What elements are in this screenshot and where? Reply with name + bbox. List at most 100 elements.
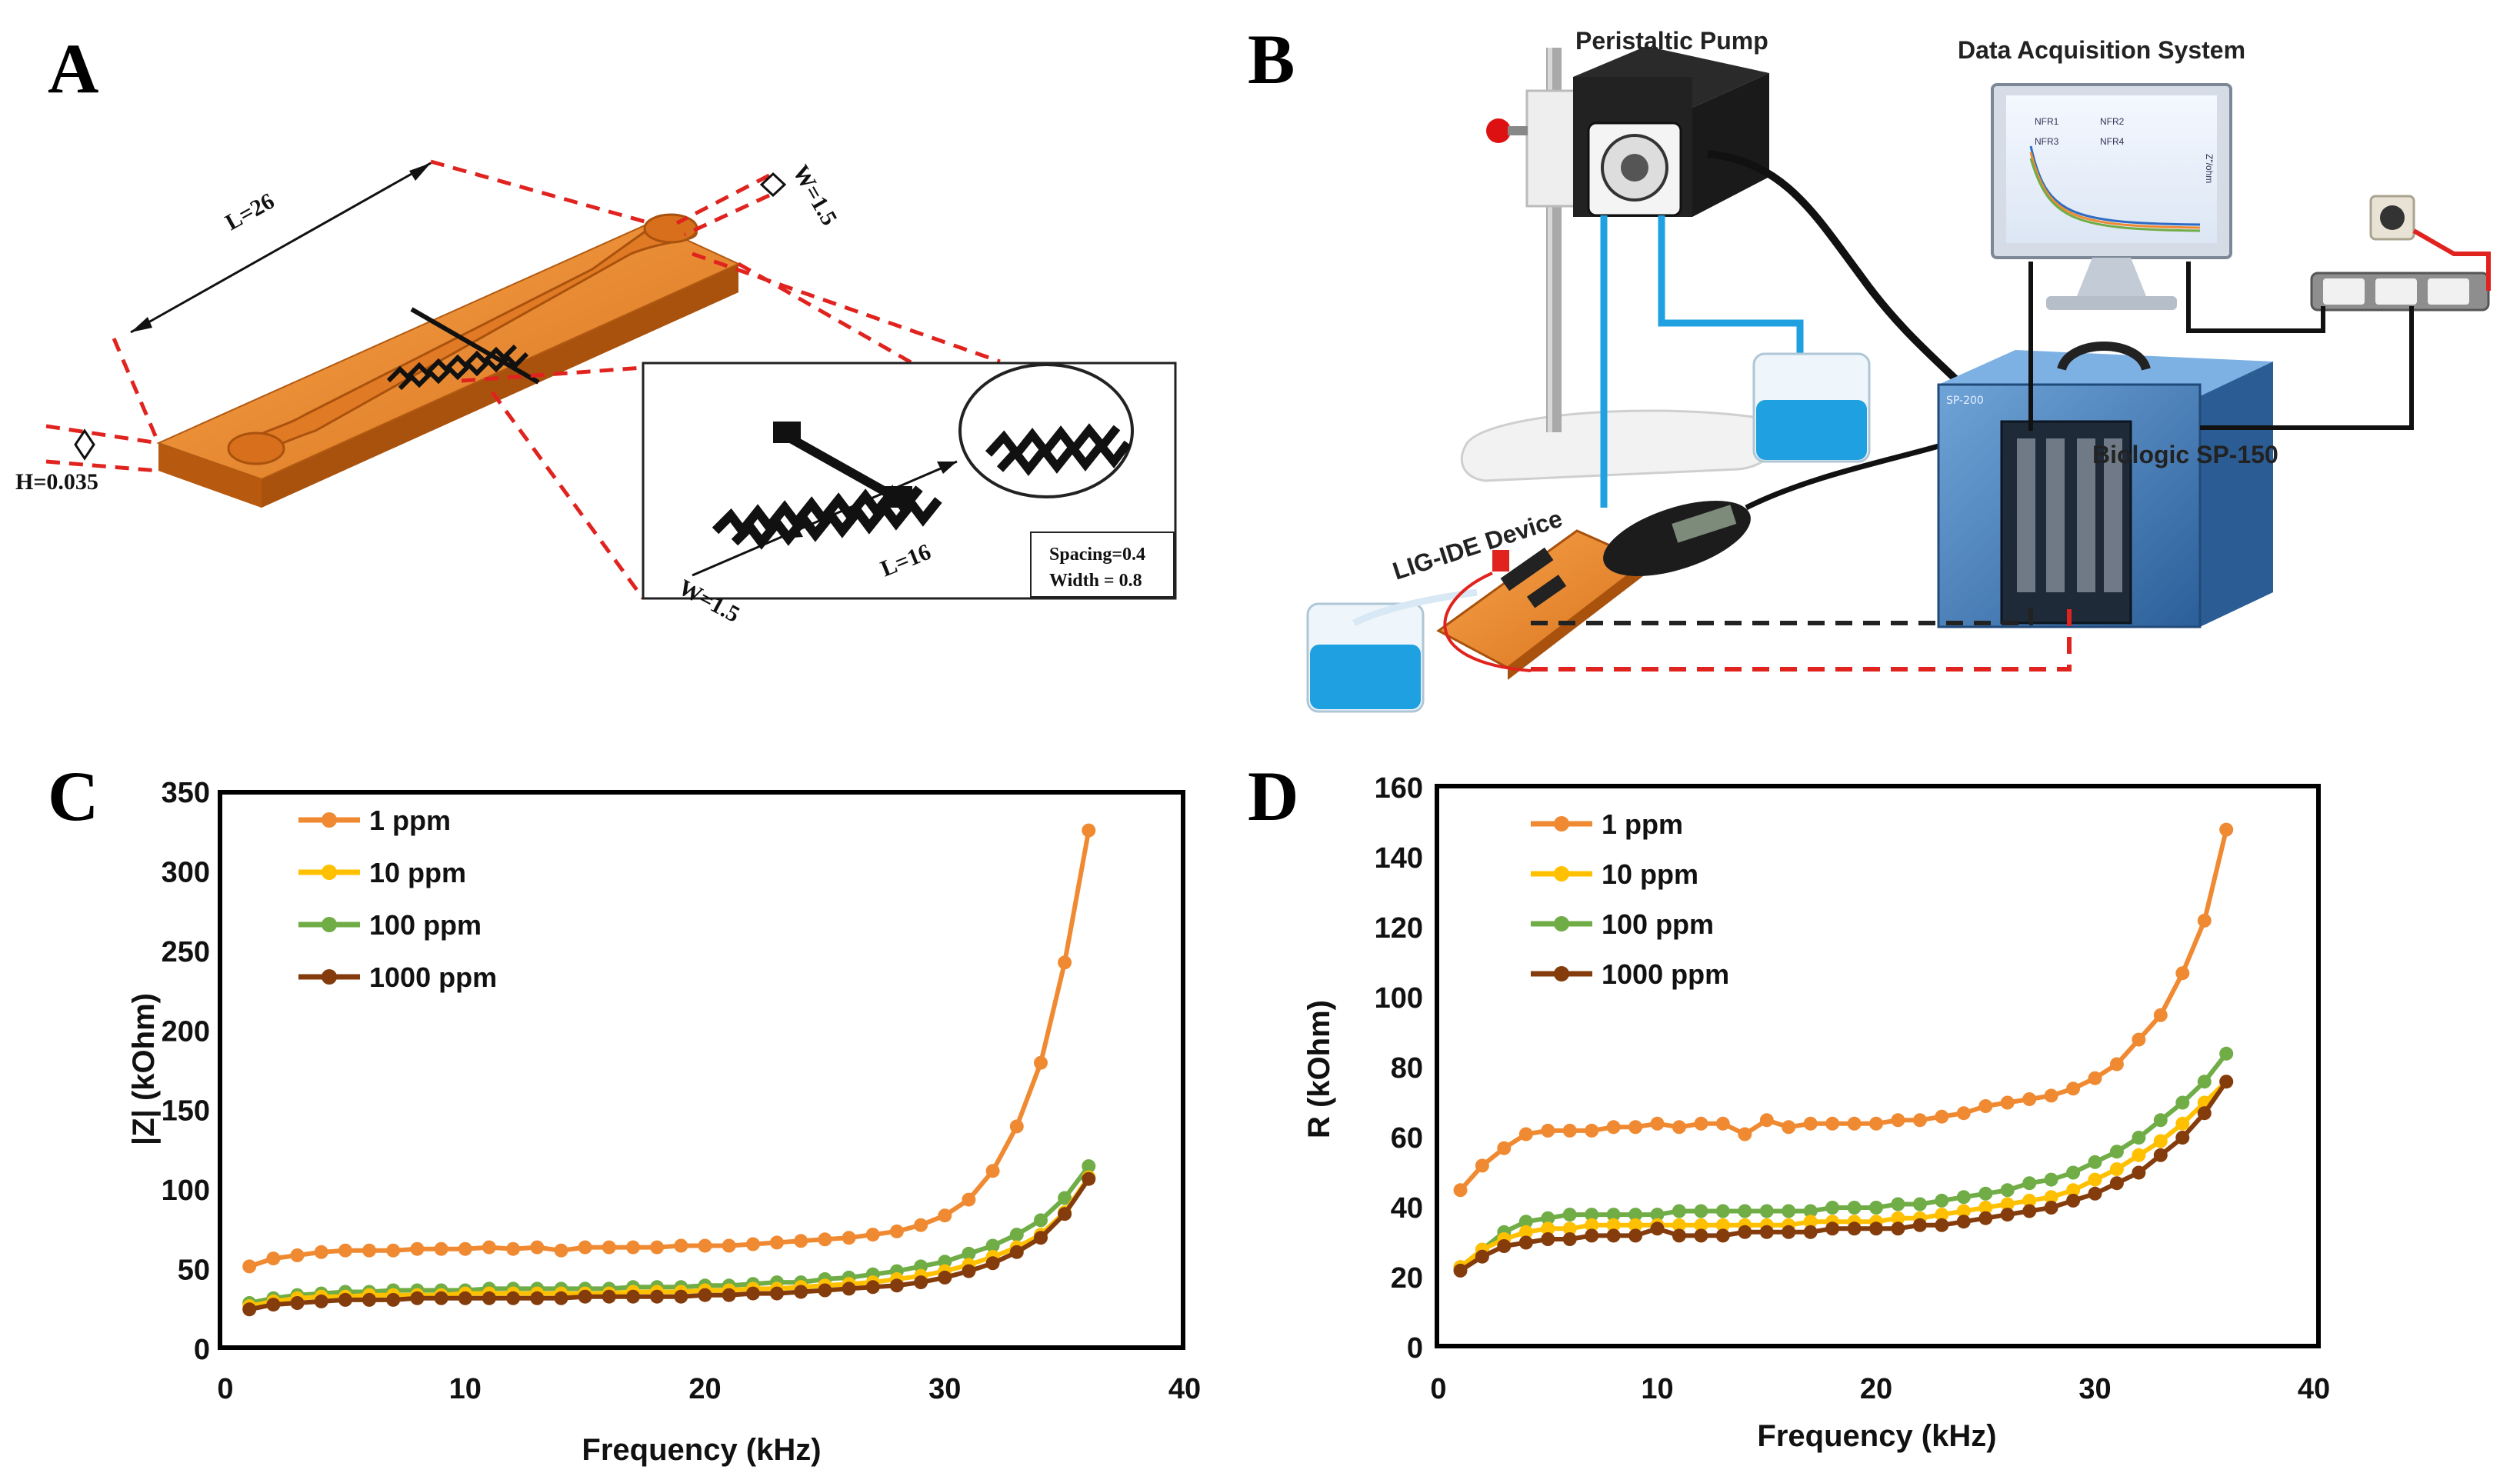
point-1-ppm-25 <box>842 1231 856 1245</box>
point-10-ppm-24 <box>1978 1201 1993 1215</box>
point-1-ppm-16 <box>1803 1116 1818 1131</box>
point-1-ppm-32 <box>1009 1119 1024 1134</box>
point-100-ppm-13 <box>1738 1204 1752 1218</box>
point-100-ppm-35 <box>1082 1159 1096 1174</box>
point-100-ppm-22 <box>1935 1193 1949 1208</box>
point-1-ppm-8 <box>1628 1120 1643 1135</box>
point-1-ppm-33 <box>1034 1055 1048 1070</box>
legend-marker-1-ppm <box>1554 816 1569 831</box>
point-100-ppm-34 <box>2197 1075 2212 1089</box>
beaker-right <box>1752 352 1871 463</box>
point-1000-ppm-12 <box>530 1291 545 1305</box>
point-1-ppm-34 <box>1058 955 1072 970</box>
point-1-ppm-3 <box>1518 1127 1533 1141</box>
legend-label-1-ppm: 1 ppm <box>1602 808 1683 840</box>
point-1-ppm-22 <box>770 1235 784 1250</box>
y-tick-d-2: 40 <box>1391 1192 1423 1225</box>
legend-marker-1-ppm <box>322 812 337 828</box>
point-1-ppm-35 <box>2219 822 2234 837</box>
point-10-ppm-4 <box>1541 1221 1555 1236</box>
monitor: NFR1 NFR2 NFR3 NFR4 Z"/ohm <box>1991 83 2232 310</box>
length-arrow <box>130 162 432 334</box>
series-line-1-ppm <box>1458 828 2229 1192</box>
point-1000-ppm-34 <box>2197 1106 2212 1121</box>
panel-label-a: A <box>48 29 98 108</box>
point-1000-ppm-5 <box>362 1292 376 1307</box>
y-axis-title-c: |Z| (kOhm) <box>127 993 161 1145</box>
point-1-ppm-1 <box>1475 1158 1489 1173</box>
point-1-ppm-17 <box>1825 1116 1840 1131</box>
point-1-ppm-6 <box>1585 1123 1599 1138</box>
point-100-ppm-29 <box>2088 1155 2102 1169</box>
point-100-ppm-17 <box>1825 1201 1840 1215</box>
point-100-ppm-28 <box>2066 1165 2081 1180</box>
point-1000-ppm-9 <box>1650 1221 1665 1236</box>
point-1000-ppm-20 <box>722 1288 736 1302</box>
point-1000-ppm-10 <box>482 1291 496 1305</box>
sensor-board <box>156 213 741 508</box>
legend-marker-1000-ppm <box>1554 966 1569 981</box>
point-1000-ppm-14 <box>1759 1225 1774 1239</box>
point-100-ppm-28 <box>914 1259 928 1274</box>
point-1000-ppm-18 <box>674 1289 688 1304</box>
point-1-ppm-31 <box>2132 1032 2146 1047</box>
legend-label-10-ppm: 10 ppm <box>1602 858 1698 890</box>
x-tick-d-3: 30 <box>2078 1373 2111 1405</box>
point-1000-ppm-31 <box>985 1256 1000 1271</box>
point-1-ppm-15 <box>602 1240 616 1255</box>
point-1000-ppm-13 <box>554 1291 568 1305</box>
point-1000-ppm-2 <box>1497 1239 1512 1253</box>
point-1-ppm-4 <box>338 1243 352 1258</box>
point-100-ppm-8 <box>1628 1208 1643 1222</box>
point-100-ppm-24 <box>1978 1186 1993 1201</box>
legend-label-1-ppm: 1 ppm <box>369 805 451 836</box>
point-10-ppm-28 <box>2066 1183 2081 1198</box>
point-1000-ppm-8 <box>1628 1228 1643 1243</box>
point-1000-ppm-31 <box>2132 1165 2146 1180</box>
point-1-ppm-30 <box>962 1192 976 1207</box>
point-1000-ppm-10 <box>1672 1228 1686 1243</box>
point-1000-ppm-26 <box>865 1280 880 1295</box>
point-100-ppm-35 <box>2219 1046 2234 1061</box>
peristaltic-pump <box>1573 46 1972 395</box>
dim-length: L=26 <box>221 188 278 235</box>
point-1000-ppm-26 <box>2022 1204 2037 1218</box>
point-10-ppm-33 <box>2175 1116 2190 1131</box>
point-1000-ppm-4 <box>1541 1232 1555 1246</box>
point-1-ppm-28 <box>914 1218 928 1232</box>
point-1000-ppm-11 <box>1694 1228 1708 1243</box>
point-100-ppm-34 <box>1058 1191 1072 1205</box>
point-1-ppm-13 <box>1738 1127 1752 1141</box>
usb-reader <box>1603 443 1939 577</box>
point-10-ppm-10 <box>1672 1218 1686 1232</box>
legend-marker-10-ppm <box>322 865 337 880</box>
point-100-ppm-32 <box>2153 1113 2168 1128</box>
point-1-ppm-22 <box>1935 1109 1949 1124</box>
point-1000-ppm-12 <box>1715 1228 1730 1243</box>
point-100-ppm-7 <box>1606 1208 1621 1222</box>
x-tick-d-4: 40 <box>2298 1373 2330 1405</box>
series-line-100-ppm <box>248 1165 1091 1305</box>
point-1000-ppm-27 <box>2044 1201 2058 1215</box>
cables <box>1443 262 2414 672</box>
legend-marker-100-ppm <box>1554 916 1569 931</box>
point-1000-ppm-5 <box>1562 1232 1577 1246</box>
point-1000-ppm-34 <box>1058 1207 1072 1221</box>
chart-d: 0 20 40 60 80 100 120 140 160 0 10 20 30 40 1 ppm 10 pp… <box>1375 772 2331 1405</box>
y-tick-c-0: 0 <box>194 1334 210 1366</box>
x-axis-title-d: Frequency (kHz) <box>1757 1419 1996 1453</box>
point-100-ppm-31 <box>2132 1131 2146 1145</box>
point-10-ppm-11 <box>1694 1218 1708 1232</box>
point-100-ppm-12 <box>1715 1204 1730 1218</box>
point-1000-ppm-27 <box>889 1278 904 1293</box>
point-1-ppm-32 <box>2153 1008 2168 1022</box>
point-1-ppm-23 <box>794 1234 808 1248</box>
x-tick-c-2: 20 <box>688 1373 721 1405</box>
point-100-ppm-18 <box>1847 1201 1862 1215</box>
point-1000-ppm-19 <box>698 1288 712 1302</box>
x-tick-d-2: 20 <box>1860 1373 1892 1405</box>
point-100-ppm-6 <box>1585 1208 1599 1222</box>
point-100-ppm-11 <box>1694 1204 1708 1218</box>
pump-label: Peristaltic Pump <box>1575 27 1768 55</box>
y-tick-c-7: 350 <box>162 777 210 809</box>
